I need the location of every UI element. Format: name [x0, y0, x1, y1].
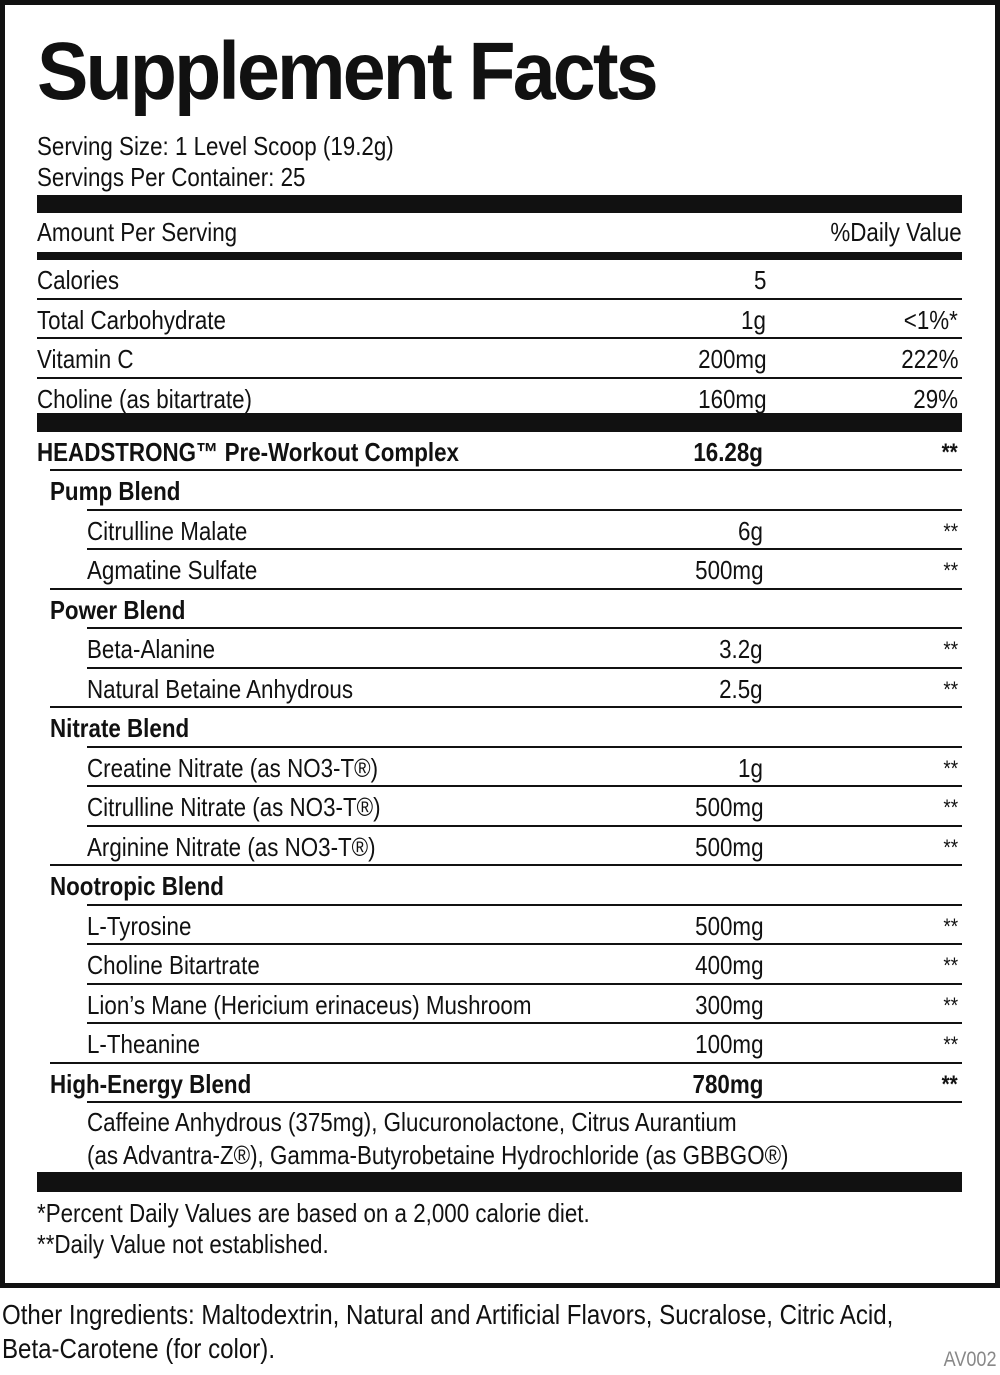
daily-value: **	[941, 1070, 958, 1098]
servings-per-container: Servings Per Container: 25	[37, 162, 306, 192]
nutrient-name: Nootropic Blend	[50, 871, 224, 901]
daily-value: **	[943, 558, 958, 583]
daily-value: **	[943, 834, 958, 860]
other-ingredients: Other Ingredients: Maltodextrin, Natural…	[2, 1299, 894, 1364]
nutrient-row: L-Theanine 100mg **	[37, 1024, 962, 1064]
nutrient-row: Calories 5	[37, 260, 962, 300]
nutrient-name: Total Carbohydrate	[37, 304, 226, 335]
nutrient-name: Citrulline Malate	[87, 515, 248, 546]
nutrient-amount: 780mg	[692, 1068, 763, 1099]
nutrient-row: HEADSTRONG™ Pre-Workout Complex 16.28g **	[37, 432, 962, 472]
daily-value: **	[943, 676, 958, 702]
column-header: Amount Per Serving %Daily Value	[37, 213, 962, 252]
nutrient-name: Choline Bitartrate	[87, 950, 260, 980]
nutrient-name: Lion’s Mane (Hericium erinaceus) Mushroo…	[87, 989, 532, 1020]
nutrient-amount: 100mg	[694, 1029, 763, 1059]
panel-title: Supplement Facts	[37, 26, 659, 117]
blend-row: Nootropic Blend	[37, 866, 962, 906]
nutrient-name: Vitamin C	[37, 344, 134, 374]
nutrient-row: Choline Bitartrate 400mg **	[37, 945, 962, 985]
nutrient-amount: 200mg	[697, 344, 766, 374]
blend-row: Power Blend	[37, 590, 962, 630]
nutrient-row: Agmatine Sulfate 500mg **	[37, 550, 962, 590]
nutrient-row: Creatine Nitrate (as NO3-T®) 1g **	[37, 748, 962, 788]
daily-value-label: %Daily Value	[830, 217, 962, 247]
daily-value: **	[943, 1032, 958, 1057]
nutrient-row: Choline (as bitartrate) 160mg 29%	[37, 379, 962, 414]
nutrient-name: Nitrate Blend	[50, 713, 190, 743]
nutrient-row: Citrulline Nitrate (as NO3-T®) 500mg **	[37, 787, 962, 827]
nutrient-amount: 1g	[738, 752, 763, 783]
nutrient-name: Beta-Alanine	[87, 634, 216, 664]
nutrient-amount: 400mg	[694, 950, 763, 980]
nutrient-amount: 300mg	[694, 989, 763, 1020]
nutrient-name: L-Theanine	[87, 1029, 201, 1059]
serving-size: Serving Size: 1 Level Scoop (19.2g)	[37, 131, 394, 161]
nutrient-amount: 6g	[738, 515, 763, 546]
nutrient-name: High-Energy Blend	[50, 1068, 252, 1099]
nutrient-name: Choline (as bitartrate)	[37, 383, 252, 414]
nutrient-amount: 2.5g	[719, 673, 763, 704]
nutrient-amount: 160mg	[697, 383, 766, 414]
label-code: AV002	[943, 1348, 996, 1371]
daily-value: **	[941, 438, 958, 466]
nutrient-amount: 500mg	[694, 555, 763, 585]
daily-value: **	[943, 518, 958, 544]
nutrient-name: HEADSTRONG™ Pre-Workout Complex	[37, 436, 459, 467]
nutrient-name: Citrulline Nitrate (as NO3-T®)	[87, 792, 381, 822]
footnotes: *Percent Daily Values are based on a 2,0…	[37, 1198, 590, 1259]
nutrient-row: Total Carbohydrate 1g <1%*	[37, 300, 962, 340]
nutrient-amount: 500mg	[694, 910, 763, 941]
nutrient-name: Creatine Nitrate (as NO3-T®)	[87, 752, 379, 783]
nutrient-table: Calories 5 Total Carbohydrate 1g <1%* Vitamin…	[37, 260, 962, 1103]
daily-value: 29%	[913, 383, 958, 414]
nutrient-amount: 500mg	[694, 831, 763, 862]
daily-value: 222%	[900, 344, 958, 374]
daily-value: **	[943, 795, 958, 820]
nutrient-name: Natural Betaine Anhydrous	[87, 673, 354, 704]
medium-divider	[37, 252, 962, 260]
daily-value: **	[943, 755, 958, 781]
nutrient-name: Agmatine Sulfate	[87, 555, 258, 585]
nutrient-name: Arginine Nitrate (as NO3-T®)	[87, 831, 376, 862]
nutrient-amount: 16.28g	[693, 436, 763, 467]
daily-value: <1%*	[903, 304, 958, 335]
nutrient-name: Calories	[37, 265, 120, 295]
daily-value: **	[943, 637, 958, 662]
nutrient-amount: 5	[753, 265, 766, 295]
nutrient-name: L-Tyrosine	[87, 910, 192, 941]
nutrient-row: L-Tyrosine 500mg **	[37, 906, 962, 946]
nutrient-amount: 500mg	[694, 792, 763, 822]
nutrient-name: Pump Blend	[50, 476, 181, 506]
supplement-facts-panel	[0, 0, 1000, 1288]
nutrient-row: Lion’s Mane (Hericium erinaceus) Mushroo…	[37, 985, 962, 1025]
high-energy-ingredients: Caffeine Anhydrous (375mg), Glucuronolac…	[87, 1107, 789, 1170]
thick-divider	[37, 1172, 962, 1192]
nutrient-row: Vitamin C 200mg 222%	[37, 339, 962, 379]
nutrient-row: Citrulline Malate 6g **	[37, 511, 962, 551]
nutrient-amount: 3.2g	[719, 634, 763, 664]
thick-divider	[37, 195, 962, 213]
nutrient-name: Power Blend	[50, 594, 186, 625]
blend-row: Nitrate Blend	[37, 708, 962, 748]
thick-divider	[37, 412, 962, 432]
nutrient-row: Beta-Alanine 3.2g **	[37, 629, 962, 669]
daily-value: **	[943, 953, 958, 978]
blend-row: Pump Blend	[37, 471, 962, 511]
daily-value: **	[943, 992, 958, 1018]
nutrient-row: Natural Betaine Anhydrous 2.5g **	[37, 669, 962, 709]
amount-per-serving-label: Amount Per Serving	[37, 217, 238, 247]
blend-row: High-Energy Blend 780mg **	[37, 1064, 962, 1104]
daily-value: **	[943, 913, 958, 939]
nutrient-row: Arginine Nitrate (as NO3-T®) 500mg **	[37, 827, 962, 867]
nutrient-amount: 1g	[741, 304, 766, 335]
